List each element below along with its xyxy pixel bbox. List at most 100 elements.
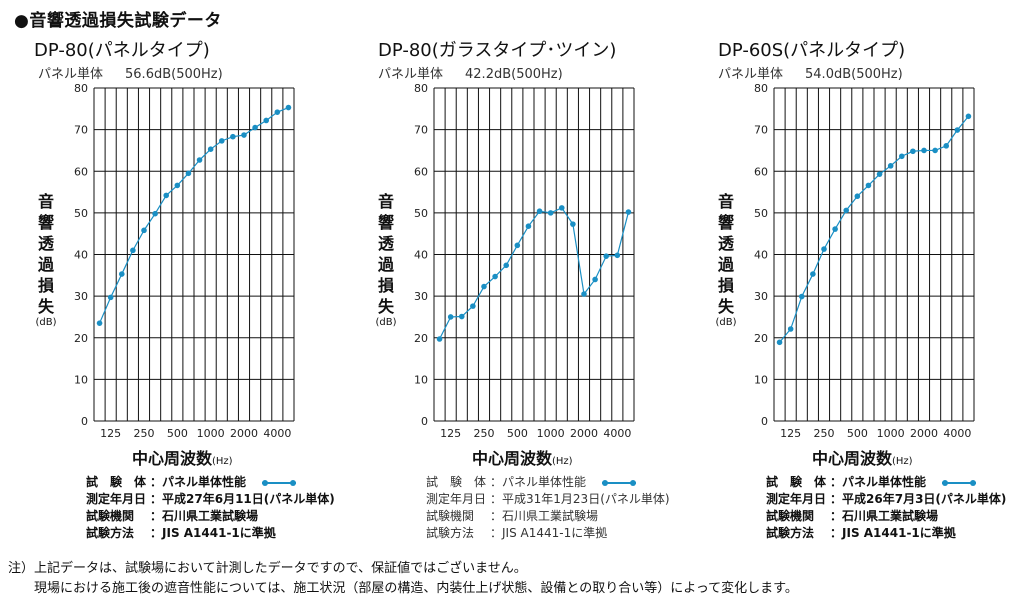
data-point — [263, 117, 270, 124]
y-tick-label: 50 — [74, 207, 88, 220]
y-tick-label: 80 — [754, 82, 768, 95]
data-point — [107, 294, 114, 301]
data-point — [570, 221, 576, 227]
data-point — [821, 246, 827, 252]
y-tick-label: 10 — [754, 373, 768, 386]
info-label: 試験機関 — [766, 509, 815, 523]
note-line-1: 注）上記データは、試験場において計測したデータですので、保証値ではございません。 — [8, 561, 527, 576]
data-point — [196, 157, 203, 163]
y-tick-label: 30 — [414, 290, 428, 303]
info-separator: ： — [830, 492, 843, 506]
data-point — [436, 336, 443, 342]
x-tick-label: 500 — [507, 427, 528, 440]
data-point — [810, 271, 816, 277]
chart-dp60s-panel: DP-60S(パネルタイプ) パネル単体 54.0dB(500Hz) 0 10 20 3… — [704, 36, 1024, 546]
data-point — [492, 273, 498, 280]
info-label: 試験方法 — [86, 526, 135, 540]
info-row: 試験方法 ：JIS A1441-1に準拠 — [426, 525, 670, 542]
y-tick-label: 50 — [414, 207, 428, 220]
y-axis-unit: (dB) — [375, 317, 397, 328]
info-row: 試 験 体：パネル単体性能 — [426, 474, 670, 491]
legend-line-icon — [602, 480, 636, 486]
y-axis-label: 音響透過損失 (dB) — [714, 191, 738, 329]
info-label: 試験機関 — [86, 509, 135, 523]
data-point — [865, 182, 872, 189]
y-axis-unit: (dB) — [715, 317, 737, 328]
info-separator: ： — [830, 526, 843, 540]
x-tick-label: 1000 — [197, 427, 225, 440]
info-label: 試験方法 — [426, 526, 475, 540]
y-axis-unit: (dB) — [35, 317, 57, 328]
x-axis-label: 中心周波数(Hz) — [132, 445, 233, 469]
data-point — [470, 303, 476, 309]
data-point — [218, 138, 225, 144]
y-axis-label-char: 損 — [717, 276, 734, 295]
legend-line-icon — [942, 480, 976, 486]
data-point — [130, 247, 136, 254]
info-row: 試験方法 ：JIS A1441-1に準拠 — [86, 525, 335, 542]
y-axis-label-char: 失 — [37, 297, 54, 316]
data-point — [854, 193, 861, 200]
plot-area: 0 10 20 30 40 50 60 70 80 125 250 500 1000 2000 4000 — [414, 82, 635, 440]
x-tick-label: 250 — [134, 427, 155, 440]
info-value: パネル単体性能 — [162, 475, 247, 489]
info-label: 測定年月日 — [86, 492, 147, 506]
data-point — [274, 109, 281, 115]
y-axis-label-char: 損 — [377, 276, 394, 295]
x-tick-label: 2000 — [570, 427, 598, 440]
info-value: JIS A1441-1に準拠 — [162, 526, 276, 540]
info-separator: ： — [150, 509, 163, 523]
y-axis-label-char: 響 — [377, 213, 394, 232]
info-row: 試 験 体：パネル単体性能 — [766, 474, 1006, 491]
y-tick-label: 60 — [414, 165, 428, 178]
x-tick-label: 500 — [847, 427, 868, 440]
data-point — [252, 124, 258, 131]
info-value: パネル単体性能 — [842, 475, 927, 489]
x-tick-label: 4000 — [943, 427, 971, 440]
x-tick-label: 2000 — [230, 427, 258, 440]
y-tick-label: 40 — [754, 249, 768, 262]
info-value: JIS A1441-1に準拠 — [842, 526, 956, 540]
y-axis-label-char: 音 — [377, 192, 394, 211]
y-axis-label-char: 響 — [717, 213, 734, 232]
y-axis-label-char: 音 — [37, 192, 54, 211]
info-separator: ： — [490, 475, 503, 489]
data-point — [787, 326, 794, 332]
info-label: 試験方法 — [766, 526, 815, 540]
y-tick-label: 0 — [421, 415, 428, 428]
y-axis-label: 音響透過損失 (dB) — [34, 191, 58, 329]
y-tick-label: 80 — [414, 82, 428, 95]
info-value: 平成27年6月11日(パネル単体) — [162, 492, 335, 506]
y-tick-label: 0 — [761, 415, 768, 428]
info-row: 試験機関 ：石川県工業試験場 — [766, 508, 1006, 525]
data-point — [943, 143, 950, 149]
data-point — [558, 205, 565, 211]
subtitle-value: 54.0dB(500Hz) — [805, 67, 903, 82]
data-point — [843, 207, 850, 214]
y-axis-label-char: 過 — [377, 255, 394, 274]
y-tick-label: 60 — [74, 165, 88, 178]
info-row: 測定年月日 ：平成26年7月3日(パネル単体) — [766, 491, 1006, 508]
info-label: 試 験 体 — [86, 475, 147, 489]
data-point — [241, 132, 247, 138]
data-point — [887, 163, 894, 169]
y-tick-label: 60 — [754, 165, 768, 178]
plot-area: 0 10 20 30 40 50 60 70 80 125 250 500 1000 2000 4000 — [74, 82, 295, 440]
note-line-2: 現場における施工後の遮音性能については、施工状況（部屋の構造、内装仕上げ状態、設… — [8, 581, 798, 596]
info-label: 試 験 体 — [766, 475, 827, 489]
chart-subtitle: パネル単体 54.0dB(500Hz) — [718, 63, 903, 82]
info-row: 試験方法 ：JIS A1441-1に準拠 — [766, 525, 1006, 542]
y-axis-label-char: 過 — [717, 255, 734, 274]
data-point — [230, 133, 236, 140]
y-axis-label-char: 響 — [37, 213, 54, 232]
y-tick-label: 0 — [81, 415, 88, 428]
data-point — [932, 147, 938, 154]
y-tick-label: 70 — [754, 124, 768, 137]
info-separator: ： — [490, 492, 503, 506]
data-point — [625, 209, 632, 215]
info-separator: ： — [150, 492, 163, 506]
info-separator: ： — [150, 475, 163, 489]
data-point — [832, 226, 838, 232]
x-tick-label: 2000 — [910, 427, 938, 440]
y-tick-label: 50 — [754, 207, 768, 220]
